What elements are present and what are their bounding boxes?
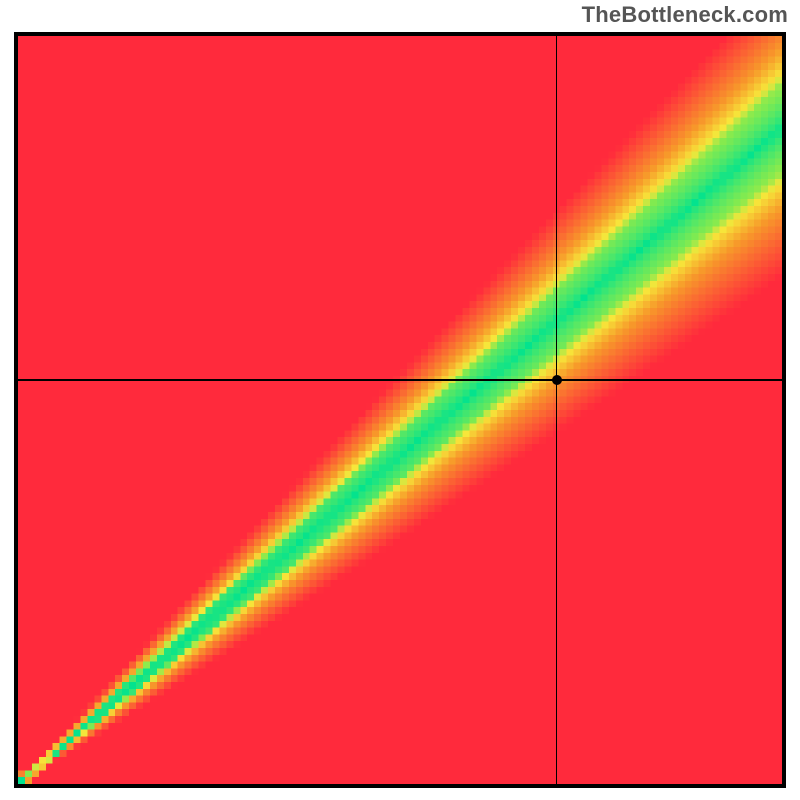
chart-container: TheBottleneck.com xyxy=(0,0,800,800)
crosshair-vertical xyxy=(556,36,558,784)
crosshair-marker xyxy=(552,375,562,385)
heatmap-canvas xyxy=(18,36,782,784)
attribution-text: TheBottleneck.com xyxy=(582,2,788,28)
plot-area xyxy=(14,32,786,788)
crosshair-horizontal xyxy=(18,379,782,381)
